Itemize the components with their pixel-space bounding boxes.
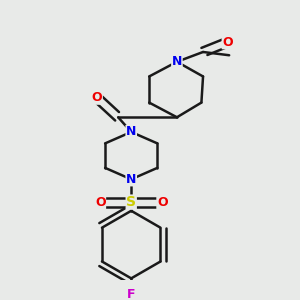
Text: N: N: [126, 173, 136, 186]
Text: N: N: [172, 55, 182, 68]
Text: N: N: [126, 125, 136, 139]
Text: S: S: [126, 195, 136, 209]
Text: O: O: [222, 36, 233, 49]
Text: O: O: [92, 91, 102, 104]
Text: O: O: [157, 196, 168, 208]
Text: F: F: [127, 288, 136, 300]
Text: O: O: [95, 196, 106, 208]
